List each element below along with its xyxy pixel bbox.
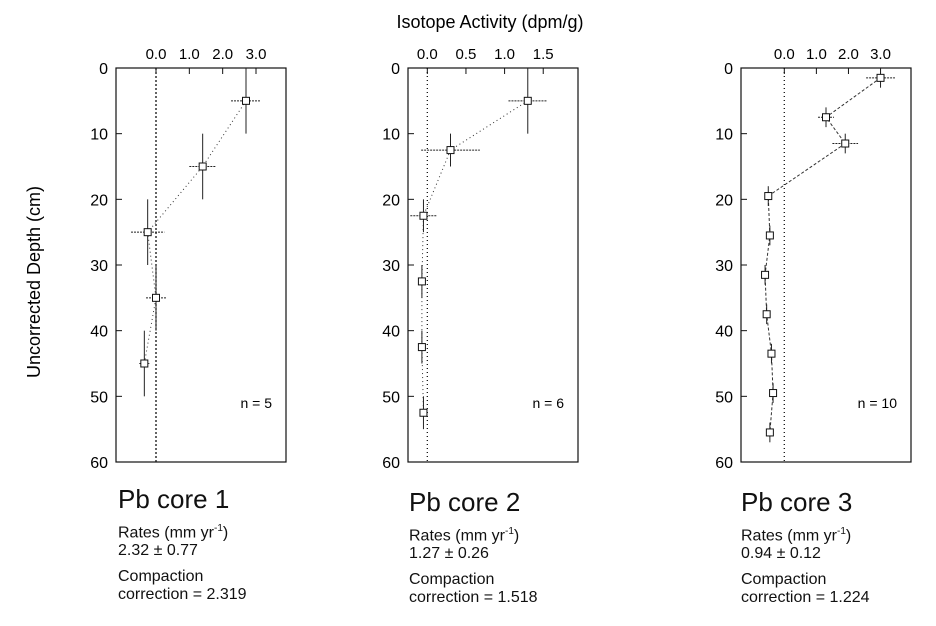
caption-core-2: Pb core 2 Rates (mm yr-1) 1.27 ± 0.26 Co… <box>409 487 538 607</box>
x-tick-label: 1.0 <box>494 46 515 63</box>
y-tick-label: 60 <box>90 455 108 472</box>
core-3-rates-value: 0.94 ± 0.12 <box>741 545 821 563</box>
y-tick-label: 10 <box>382 127 400 144</box>
x-tick-label: 0.0 <box>774 46 795 63</box>
x-tick-label: 3.0 <box>870 46 891 63</box>
core-3-title: Pb core 3 <box>741 487 853 517</box>
core-2-rates-label: Rates (mm yr-1) <box>409 526 538 545</box>
data-point <box>152 293 160 302</box>
core-2-title: Pb core 2 <box>409 487 521 517</box>
panel-core-3: 0.0 1.0 2.0 3.0 0 10 20 30 40 50 60 n = 10 <box>715 46 912 472</box>
data-point <box>769 389 778 398</box>
x-tick-label: 0.0 <box>146 46 167 63</box>
data-point <box>198 162 207 171</box>
core-3-rates-label-text: Rates (mm yr <box>741 527 837 545</box>
data-point <box>822 113 830 122</box>
core-2-compaction-value: correction = 1.518 <box>409 589 538 607</box>
data-point <box>762 310 771 319</box>
core-3-rates-close: ) <box>845 527 852 545</box>
x-tick-label: 3.0 <box>246 46 267 63</box>
data-point <box>419 211 428 220</box>
y-tick-label: 50 <box>382 389 400 406</box>
y-tick-label: 20 <box>382 192 400 209</box>
x-tick-label: 1.0 <box>179 46 200 63</box>
data-point <box>417 343 426 352</box>
core-2-compaction-label: Compaction <box>409 571 495 589</box>
x-tick-label: 0.0 <box>417 46 438 63</box>
y-tick-label: 10 <box>715 127 733 144</box>
core-1-compaction-value: correction = 2.319 <box>118 586 247 604</box>
x-tick-label: 2.0 <box>838 46 859 63</box>
y-tick-label: 0 <box>99 61 108 78</box>
data-point <box>765 428 774 437</box>
y-tick-label: 50 <box>90 389 108 406</box>
core-2-rates-sup: -1 <box>505 526 514 537</box>
panel-core-2: 0.0 0.5 1.0 1.5 0 10 20 30 40 50 60 n = 6 <box>382 46 579 472</box>
data-point <box>876 73 885 82</box>
y-tick-label: 0 <box>391 61 400 78</box>
data-point <box>417 277 426 286</box>
data-point <box>765 231 774 240</box>
y-tick-label: 30 <box>90 258 108 275</box>
data-point <box>764 192 773 201</box>
core-2-rates-value: 1.27 ± 0.26 <box>409 545 489 563</box>
core-2-rates-label-text: Rates (mm yr <box>409 527 505 545</box>
figure-top-label: Isotope Activity (dpm/g) <box>396 12 583 32</box>
core-1-rates-label-text: Rates (mm yr <box>118 524 214 542</box>
y-tick-label: 50 <box>715 389 733 406</box>
data-point <box>841 139 850 148</box>
caption-core-1: Pb core 1 Rates (mm yr-1) 2.32 ± 0.77 Co… <box>118 484 247 604</box>
core-1-rates-value: 2.32 ± 0.77 <box>118 542 198 560</box>
y-tick-label: 40 <box>715 324 733 341</box>
y-tick-label: 40 <box>90 324 108 341</box>
y-tick-label: 30 <box>382 258 400 275</box>
panels: 0.0 1.0 2.0 3.0 0 10 20 30 40 50 60 n = 5 0.0 0.5 1.0 1… <box>90 46 912 472</box>
data-point <box>242 96 250 105</box>
core-1-title: Pb core 1 <box>118 484 230 514</box>
core-1-rates-label: Rates (mm yr-1) <box>118 523 247 542</box>
data-point <box>523 96 532 105</box>
y-tick-label: 30 <box>715 258 733 275</box>
data-point <box>140 359 149 368</box>
data-point <box>767 349 776 358</box>
x-tick-label: 0.5 <box>456 46 477 63</box>
y-tick-label: 40 <box>382 324 400 341</box>
core-3-rates-sup: -1 <box>837 526 846 537</box>
core-2-rates-close: ) <box>513 527 520 545</box>
core-1-rates-close: ) <box>222 524 229 542</box>
core-3-compaction-value: correction = 1.224 <box>741 589 870 607</box>
core-3-compaction-label: Compaction <box>741 571 827 589</box>
series-connector <box>764 77 881 433</box>
sample-count-annotation: n = 10 <box>858 395 898 411</box>
y-tick-label: 60 <box>715 455 733 472</box>
x-tick-label: 1.5 <box>533 46 554 63</box>
core-3-rates-label: Rates (mm yr-1) <box>741 526 870 545</box>
data-point <box>419 408 428 417</box>
core-1-compaction-label: Compaction <box>118 568 204 586</box>
y-tick-label: 10 <box>90 127 108 144</box>
panel-core-1: 0.0 1.0 2.0 3.0 0 10 20 30 40 50 60 n = 5 <box>90 46 287 472</box>
series-connector <box>421 100 529 413</box>
data-point <box>143 228 152 237</box>
y-tick-label: 20 <box>715 192 733 209</box>
figure-y-axis-label: Uncorrected Depth (cm) <box>24 186 44 378</box>
y-tick-label: 20 <box>90 192 108 209</box>
y-tick-label: 60 <box>382 455 400 472</box>
data-point <box>761 270 770 279</box>
sample-count-annotation: n = 6 <box>532 395 564 411</box>
core-1-rates-sup: -1 <box>214 523 223 534</box>
x-tick-label: 2.0 <box>212 46 233 63</box>
sample-count-annotation: n = 5 <box>240 395 272 411</box>
data-point <box>446 146 455 155</box>
x-tick-label: 1.0 <box>806 46 827 63</box>
caption-core-3: Pb core 3 Rates (mm yr-1) 0.94 ± 0.12 Co… <box>741 487 870 607</box>
y-tick-label: 0 <box>724 61 733 78</box>
